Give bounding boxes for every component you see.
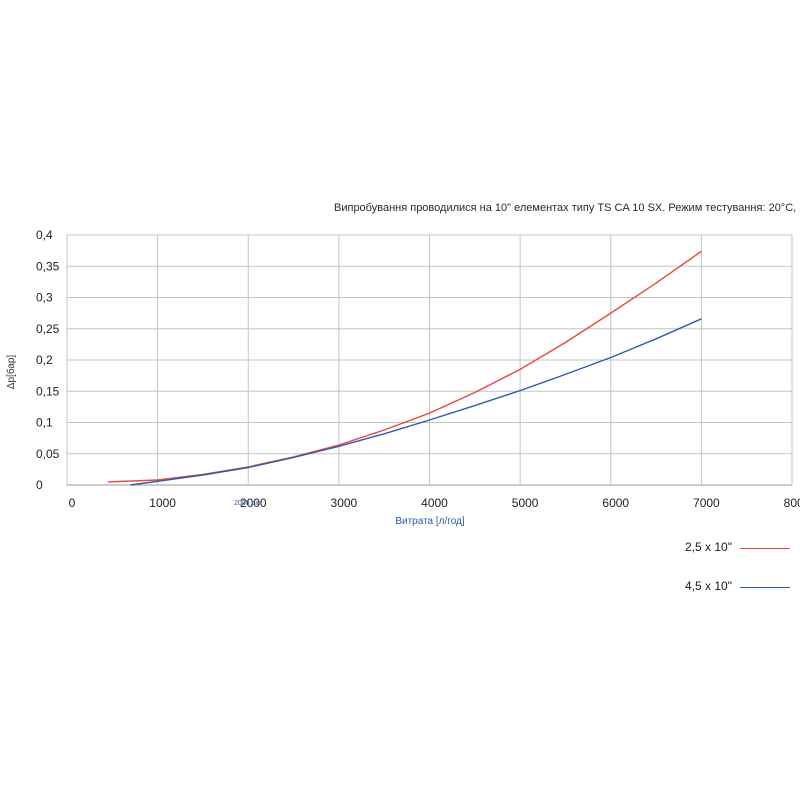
legend-item-series-1: 2,5 x 10" bbox=[640, 540, 796, 558]
x-tick-labels: 0 1000 2000 3000 4000 5000 6000 7000 8000 bbox=[69, 496, 800, 510]
y-tick-label: 0,2 bbox=[36, 353, 53, 367]
x-axis-title: Витрата [л/год] bbox=[395, 516, 465, 527]
y-axis-title: Δp[бар] bbox=[5, 355, 17, 390]
grid bbox=[66, 234, 793, 486]
x-tick-label: 5000 bbox=[512, 496, 539, 510]
x-tick-label: 3000 bbox=[331, 496, 358, 510]
x-tick-label: 2000 bbox=[240, 496, 267, 510]
legend-label: 4,5 x 10" bbox=[685, 579, 732, 593]
legend-item-series-2: 4,5 x 10" bbox=[640, 579, 796, 597]
x-tick-label: 1000 bbox=[149, 496, 176, 510]
x-tick-label: 0 bbox=[69, 496, 76, 510]
y-tick-label: 0,05 bbox=[36, 447, 60, 461]
y-tick-label: 0,4 bbox=[36, 228, 53, 242]
y-tick-label: 0,15 bbox=[36, 384, 60, 398]
y-tick-label: 0,1 bbox=[36, 416, 53, 430]
x-tick-label: 7000 bbox=[693, 496, 720, 510]
test-conditions-note: Випробування проводилися на 10" елемента… bbox=[334, 202, 800, 214]
series-line-2 bbox=[130, 318, 702, 486]
y-tick-labels: 0 0,05 0,1 0,15 0,2 0,25 0,3 0,35 0,4 bbox=[36, 228, 60, 492]
series-lines bbox=[107, 250, 702, 486]
legend-label: 2,5 x 10" bbox=[685, 540, 732, 554]
y-tick-label: 0,35 bbox=[36, 259, 60, 273]
annotation-2000: 2000 рік bbox=[234, 499, 261, 507]
y-tick-label: 0 bbox=[36, 478, 43, 492]
y-tick-label: 0,3 bbox=[36, 291, 53, 305]
legend-swatch bbox=[740, 587, 790, 588]
legend-swatch bbox=[740, 548, 790, 549]
x-tick-label: 6000 bbox=[602, 496, 629, 510]
x-tick-label: 8000 bbox=[784, 496, 800, 510]
x-tick-label: 4000 bbox=[421, 496, 448, 510]
series-line-1 bbox=[107, 250, 702, 483]
y-tick-label: 0,25 bbox=[36, 322, 60, 336]
